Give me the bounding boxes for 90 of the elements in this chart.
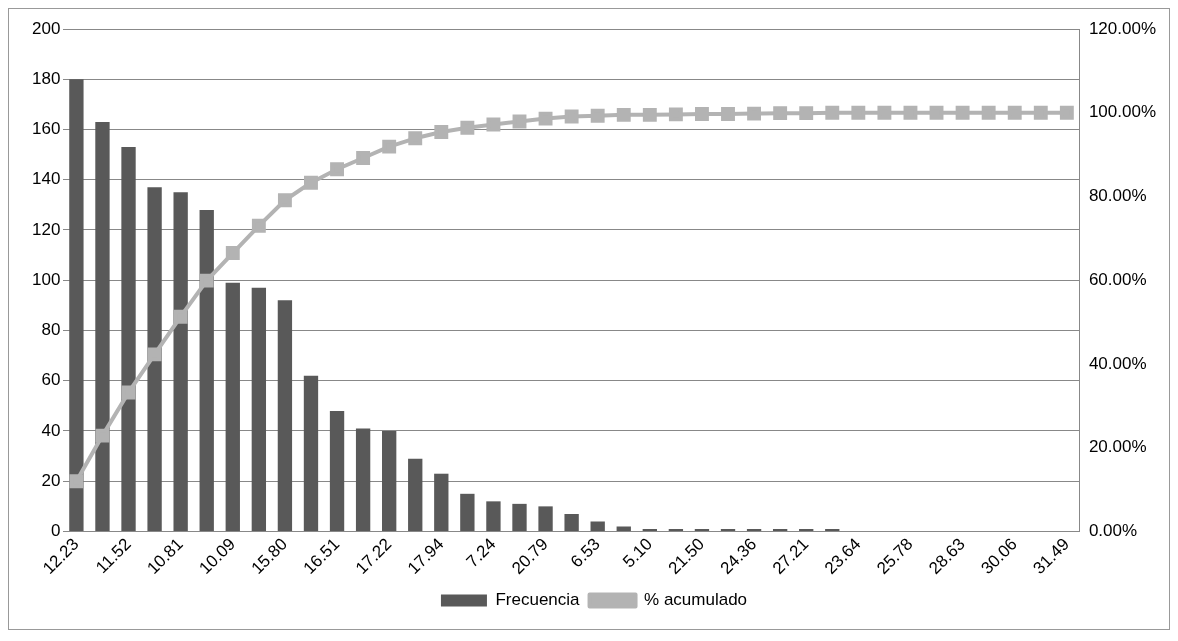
y2-tick-label: 80.00% xyxy=(1088,186,1147,206)
bar xyxy=(825,528,840,531)
y-tick-label: 160 xyxy=(31,119,61,139)
y-tick-label: 40 xyxy=(41,420,61,440)
point xyxy=(825,105,840,120)
point xyxy=(721,107,735,121)
bar xyxy=(199,209,214,531)
point xyxy=(1059,105,1074,120)
bar xyxy=(460,493,475,531)
bar xyxy=(173,192,188,531)
point xyxy=(95,428,110,443)
y-tick-label: 60 xyxy=(41,370,61,390)
bar xyxy=(95,121,110,531)
y-tick-label: 20 xyxy=(41,470,61,490)
bar xyxy=(408,458,423,531)
point xyxy=(147,347,162,362)
bar xyxy=(616,526,631,531)
point xyxy=(564,109,579,124)
point xyxy=(408,131,423,146)
bar xyxy=(355,428,371,531)
point xyxy=(955,105,970,120)
bar xyxy=(147,187,162,531)
point xyxy=(642,107,657,122)
y-tick-label: 180 xyxy=(31,68,61,88)
point xyxy=(173,309,188,324)
point xyxy=(903,105,918,120)
y2-tick-label: 20.00% xyxy=(1088,437,1147,457)
bar xyxy=(69,79,84,531)
bar xyxy=(694,528,710,531)
bar xyxy=(538,506,553,531)
y-tick-label: 120 xyxy=(31,219,61,239)
y-tick-label: 80 xyxy=(41,320,61,340)
point xyxy=(434,125,449,139)
point xyxy=(199,273,214,288)
point xyxy=(225,246,240,260)
bar xyxy=(121,147,136,531)
legend-label: Frecuencia xyxy=(495,590,581,610)
point xyxy=(616,107,631,122)
bar xyxy=(642,528,657,531)
bar xyxy=(512,503,527,531)
y2-tick-label: 40.00% xyxy=(1088,353,1147,373)
point xyxy=(486,117,501,132)
point xyxy=(277,193,292,208)
point xyxy=(251,218,266,233)
bar xyxy=(799,528,814,531)
legend-label: % acumulado xyxy=(644,590,748,610)
bar xyxy=(277,300,293,531)
point xyxy=(929,105,944,120)
point xyxy=(1007,105,1022,120)
x-tick-label: 7.24 xyxy=(462,534,500,572)
bar xyxy=(329,410,345,531)
point xyxy=(747,106,762,121)
point xyxy=(330,162,344,177)
point xyxy=(121,385,136,400)
y2-tick-label: 100.00% xyxy=(1088,102,1157,122)
y2-tick-label: 60.00% xyxy=(1088,269,1147,289)
bar xyxy=(720,528,736,531)
point xyxy=(981,105,996,120)
point xyxy=(877,105,892,120)
bar xyxy=(251,287,267,531)
bar xyxy=(772,528,788,531)
y-tick-label: 140 xyxy=(31,169,61,189)
y-tick-label: 0 xyxy=(50,521,61,541)
point xyxy=(668,107,683,122)
point xyxy=(773,106,788,121)
y2-tick-label: 120.00% xyxy=(1088,18,1157,38)
bar xyxy=(486,501,501,531)
point xyxy=(69,474,84,489)
y-tick-label: 100 xyxy=(31,269,61,289)
bar xyxy=(564,513,579,531)
point xyxy=(460,120,475,135)
point xyxy=(304,175,318,190)
bar xyxy=(590,521,605,531)
y-tick-label: 200 xyxy=(31,18,61,38)
point xyxy=(851,105,866,120)
point xyxy=(695,107,709,121)
point xyxy=(1033,105,1048,120)
point xyxy=(538,111,553,126)
point xyxy=(356,151,371,165)
bar xyxy=(668,528,684,531)
point xyxy=(799,106,814,121)
y2-tick-label: 0.00% xyxy=(1088,521,1138,541)
bar xyxy=(382,431,397,531)
bar xyxy=(746,528,762,531)
bar xyxy=(225,282,240,531)
point xyxy=(590,108,605,123)
bar xyxy=(434,473,449,531)
point xyxy=(382,139,397,154)
point xyxy=(512,114,527,129)
bar xyxy=(303,375,319,531)
